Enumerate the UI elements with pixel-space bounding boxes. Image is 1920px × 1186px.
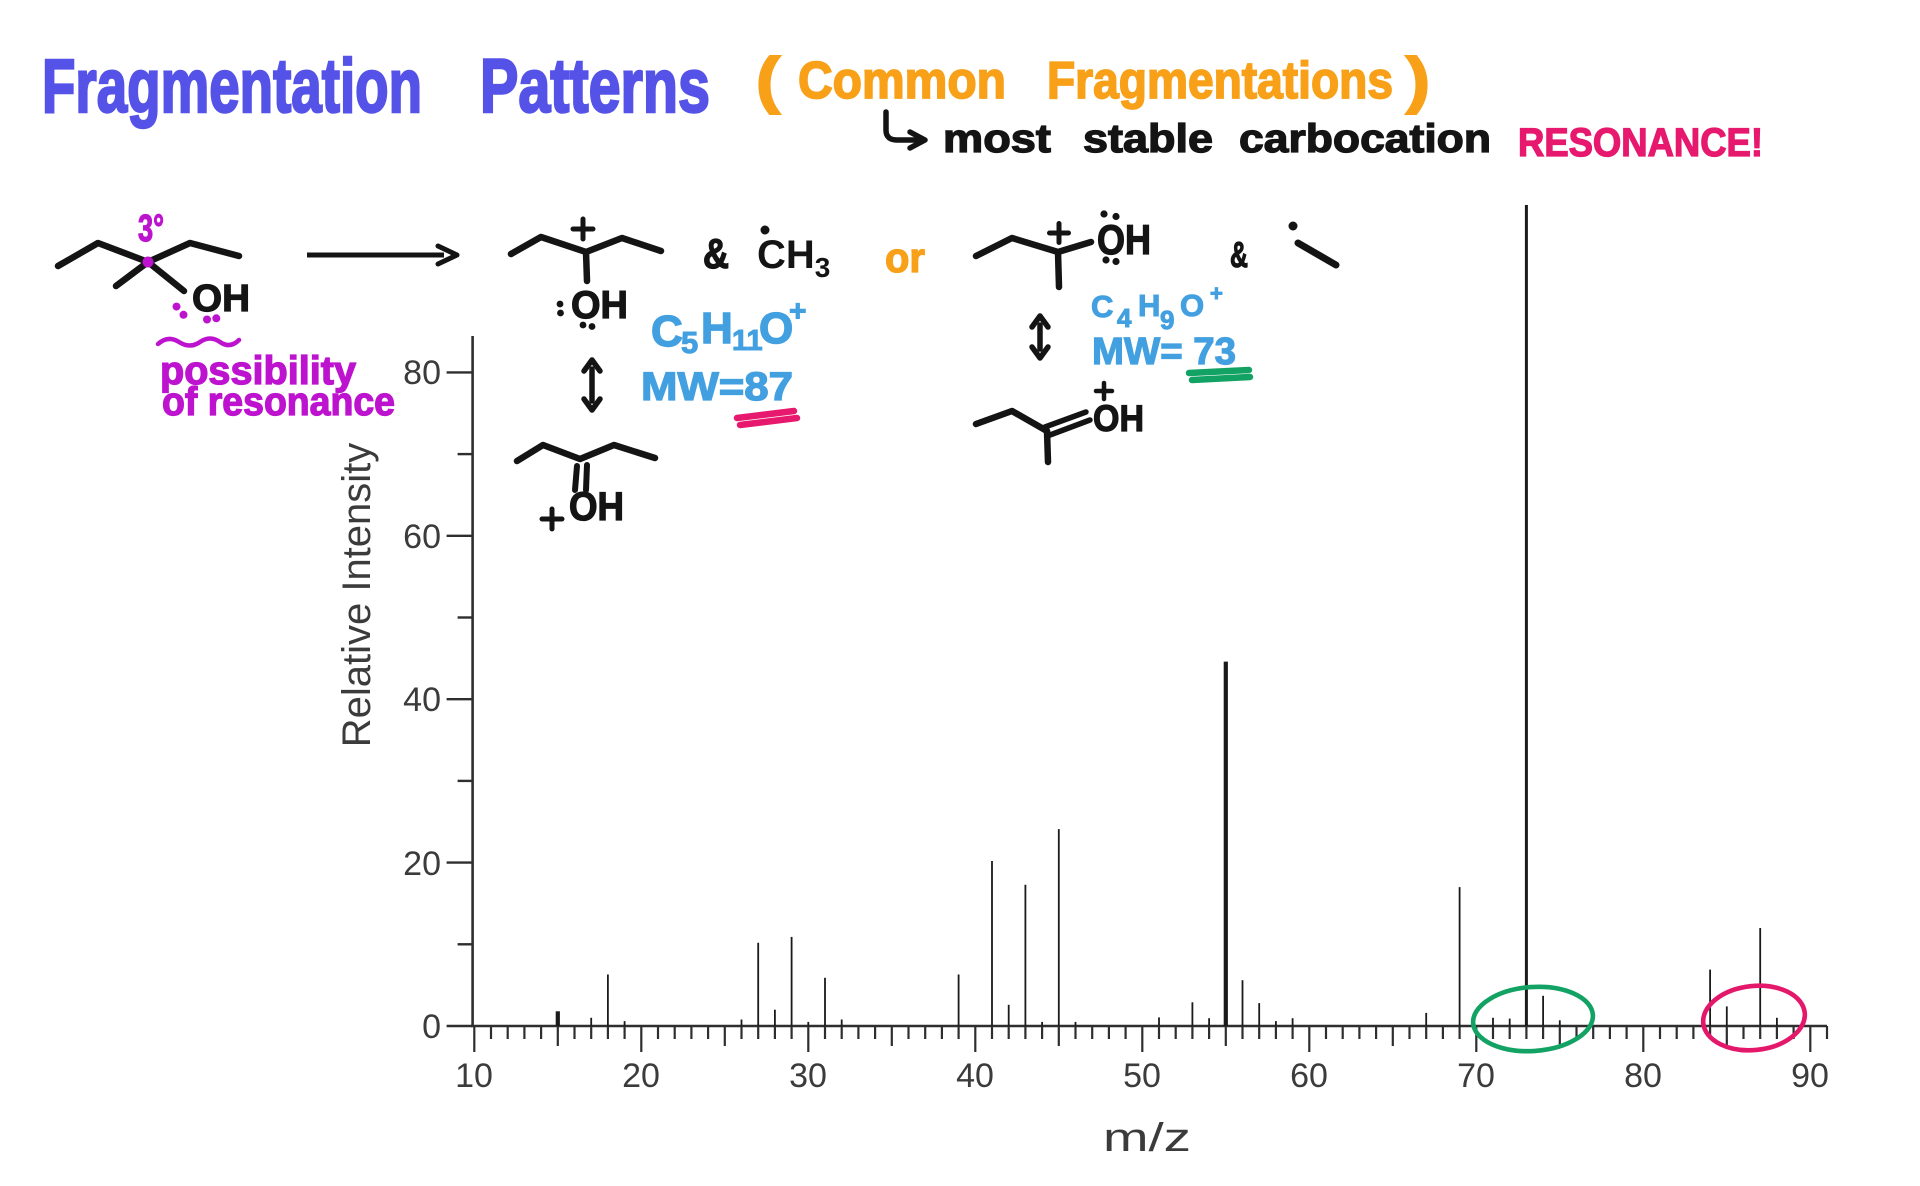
svg-text:OH: OH [192,278,250,320]
svg-text:possibility: possibility [160,349,357,393]
svg-text:&: & [1230,234,1248,275]
svg-text:OH: OH [1093,398,1144,439]
svg-text:11: 11 [732,325,763,357]
svg-text:80: 80 [1624,1057,1662,1095]
svg-text:RESONANCE!: RESONANCE! [1518,121,1763,165]
svg-text:+: + [1210,281,1223,306]
svg-text:3°: 3° [138,208,164,250]
svg-text:5: 5 [681,325,698,360]
svg-text:H: H [1138,288,1160,323]
svg-text:40: 40 [403,681,441,719]
svg-text:4: 4 [1117,303,1132,333]
svg-text:m/z: m/z [1103,1116,1191,1160]
svg-text:O: O [1180,288,1204,323]
svg-text:OH: OH [571,284,628,327]
svg-text:20: 20 [622,1057,660,1095]
svg-text:0: 0 [422,1008,441,1046]
svg-text:MW= 73: MW= 73 [1092,331,1236,373]
svg-text:+: + [789,295,807,328]
svg-text:MW=87: MW=87 [641,365,793,409]
svg-text:50: 50 [1123,1057,1161,1095]
svg-text:): ) [1406,46,1430,115]
svg-text:Patterns: Patterns [480,44,710,129]
svg-text:60: 60 [403,518,441,556]
svg-text:90: 90 [1791,1057,1829,1095]
svg-text:(: ( [756,46,780,115]
svg-text:30: 30 [789,1057,827,1095]
svg-text:C: C [1091,289,1113,324]
svg-text:10: 10 [455,1057,493,1095]
svg-text:O: O [759,304,793,353]
svg-text:C: C [651,307,683,356]
svg-text:60: 60 [1290,1057,1328,1095]
svg-text:OH: OH [1097,216,1151,263]
svg-text:carbocation: carbocation [1239,117,1491,161]
svg-text:20: 20 [403,845,441,883]
svg-text:70: 70 [1457,1057,1495,1095]
svg-text:Fragmentation: Fragmentation [42,44,422,129]
svg-text:Common: Common [798,52,1006,110]
svg-text:of resonance: of resonance [162,380,395,424]
svg-text:Relative Intensity: Relative Intensity [335,443,379,748]
svg-text:Fragmentations: Fragmentations [1047,52,1393,110]
svg-text:80: 80 [403,354,441,392]
svg-text:40: 40 [956,1057,994,1095]
svg-text:&: & [703,230,729,277]
svg-text:stable: stable [1083,117,1213,161]
svg-text:OH: OH [569,485,624,529]
svg-text:9: 9 [1160,305,1174,335]
svg-text:H: H [701,304,733,353]
svg-text:or: or [885,234,925,281]
svg-text:CH3: CH3 [757,233,830,283]
svg-text:most: most [943,117,1051,161]
